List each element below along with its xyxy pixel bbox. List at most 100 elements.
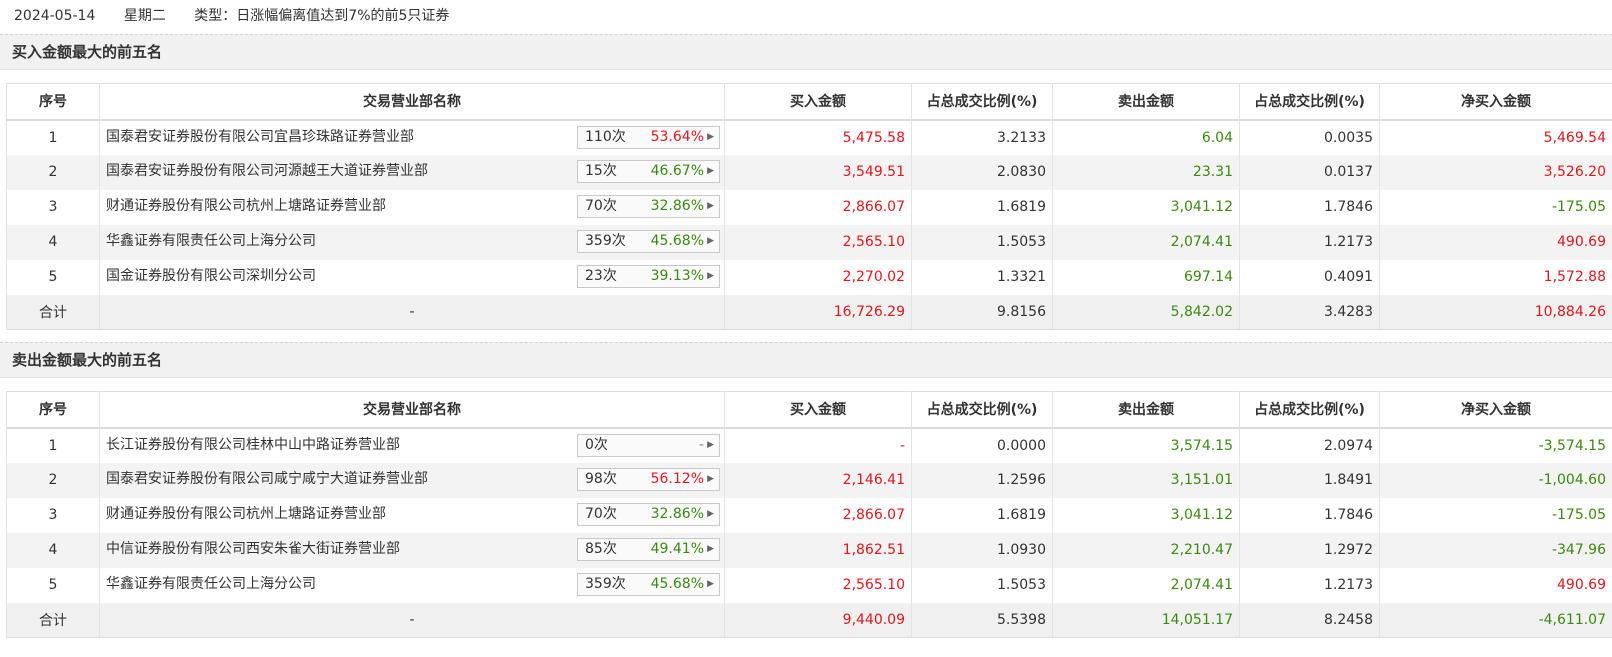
broker-cell: 华鑫证券有限责任公司上海分公司 359次 45.68% ▶ bbox=[99, 567, 725, 603]
row-index: 3 bbox=[6, 189, 100, 225]
row-index: 1 bbox=[6, 427, 100, 463]
table-row: 1 长江证券股份有限公司桂林中山中路证券营业部 0次 - ▶ -0.0000 3,574.1… bbox=[6, 427, 1612, 463]
broker-cell: 国泰君安证券股份有限公司宜昌珍珠路证券营业部 110次 53.64% ▶ bbox=[99, 119, 725, 155]
table-row: 4 华鑫证券有限责任公司上海分公司 359次 45.68% ▶ 2,565.10 1.505… bbox=[6, 224, 1612, 260]
broker-name-link[interactable]: 财通证券股份有限公司杭州上塘路证券营业部 bbox=[106, 197, 386, 214]
net-amount: -175.05 bbox=[1379, 189, 1612, 225]
broker-name-link[interactable]: 国泰君安证券股份有限公司咸宁咸宁大道证券营业部 bbox=[106, 470, 428, 487]
buy-ratio: 1.6819 bbox=[911, 497, 1053, 533]
broker-stats-badge[interactable]: 110次 53.64% ▶ bbox=[577, 125, 720, 149]
broker-stats-badge[interactable]: 359次 45.68% ▶ bbox=[577, 572, 720, 596]
table-row: 5 华鑫证券有限责任公司上海分公司 359次 45.68% ▶ 2,565.10 1.505… bbox=[6, 567, 1612, 603]
buy-amount: 2,565.10 bbox=[724, 567, 912, 603]
caret-right-icon: ▶ bbox=[707, 473, 714, 484]
win-rate: 39.13% bbox=[650, 267, 704, 284]
buy-amount: 2,270.02 bbox=[724, 259, 912, 295]
broker-cell: 国金证券股份有限公司深圳分公司 23次 39.13% ▶ bbox=[99, 259, 725, 295]
win-rate: 53.64% bbox=[650, 128, 704, 145]
buy-ratio: 1.5053 bbox=[911, 224, 1053, 260]
total-buy-amount: 9,440.09 bbox=[724, 602, 912, 638]
sell-amount: 2,074.41 bbox=[1052, 567, 1240, 603]
buy-ratio: 1.3321 bbox=[911, 259, 1053, 295]
broker-name-link[interactable]: 国金证券股份有限公司深圳分公司 bbox=[106, 267, 316, 284]
broker-name-link[interactable]: 中信证券股份有限公司西安朱雀大街证券营业部 bbox=[106, 540, 400, 557]
trade-count: 15次 bbox=[585, 162, 617, 179]
trade-count: 359次 bbox=[585, 575, 626, 592]
column-header: 占总成交比例(%) bbox=[1239, 83, 1380, 120]
buy-top5-table: 序号 交易营业部名称 买入金额 占总成交比例(%) 卖出金额 占总成交比例(%) 净买入金额… bbox=[6, 83, 1612, 330]
buy-amount: 5,475.58 bbox=[724, 119, 912, 155]
broker-name-link[interactable]: 华鑫证券有限责任公司上海分公司 bbox=[106, 232, 316, 249]
table-row: 4 中信证券股份有限公司西安朱雀大街证券营业部 85次 49.41% ▶ 1,862.51… bbox=[6, 532, 1612, 568]
broker-stats-badge[interactable]: 359次 45.68% ▶ bbox=[577, 229, 720, 253]
broker-stats-badge[interactable]: 23次 39.13% ▶ bbox=[577, 264, 720, 288]
table-row: 5 国金证券股份有限公司深圳分公司 23次 39.13% ▶ 2,270.02 1.3321… bbox=[6, 259, 1612, 295]
buy-ratio: 3.2133 bbox=[911, 119, 1053, 155]
table-header-row: 序号 交易营业部名称 买入金额 占总成交比例(%) 卖出金额 占总成交比例(%) 净买入金额 bbox=[6, 391, 1612, 428]
broker-stats-badge[interactable]: 15次 46.67% ▶ bbox=[577, 159, 720, 183]
broker-cell: 华鑫证券有限责任公司上海分公司 359次 45.68% ▶ bbox=[99, 224, 725, 260]
net-amount: 1,572.88 bbox=[1379, 259, 1612, 295]
sell-ratio: 1.7846 bbox=[1239, 189, 1380, 225]
sell-ratio: 1.8491 bbox=[1239, 462, 1380, 498]
trade-count: 70次 bbox=[585, 505, 617, 522]
column-header: 卖出金额 bbox=[1052, 83, 1240, 120]
table-row: 2 国泰君安证券股份有限公司咸宁咸宁大道证券营业部 98次 56.12% ▶ 2,146.… bbox=[6, 462, 1612, 498]
sell-ratio: 2.0974 bbox=[1239, 427, 1380, 463]
column-header: 占总成交比例(%) bbox=[911, 391, 1053, 428]
broker-stats-badge[interactable]: 70次 32.86% ▶ bbox=[577, 194, 720, 218]
row-index: 4 bbox=[6, 224, 100, 260]
broker-cell: 长江证券股份有限公司桂林中山中路证券营业部 0次 - ▶ bbox=[99, 427, 725, 463]
total-row: 合计 -16,726.29 9.8156 5,842.02 3.4283 10,884.2… bbox=[6, 294, 1612, 330]
table-header-row: 序号 交易营业部名称 买入金额 占总成交比例(%) 卖出金额 占总成交比例(%) 净买入金额 bbox=[6, 83, 1612, 120]
trade-count: 359次 bbox=[585, 232, 626, 249]
win-rate: 45.68% bbox=[650, 232, 704, 249]
broker-stats-badge[interactable]: 0次 - ▶ bbox=[577, 433, 720, 457]
broker-cell: 国泰君安证券股份有限公司咸宁咸宁大道证券营业部 98次 56.12% ▶ bbox=[99, 462, 725, 498]
broker-name-link[interactable]: 国泰君安证券股份有限公司河源越王大道证券营业部 bbox=[106, 162, 428, 179]
row-index: 5 bbox=[6, 259, 100, 295]
broker-name-link[interactable]: 财通证券股份有限公司杭州上塘路证券营业部 bbox=[106, 505, 386, 522]
broker-cell: 国泰君安证券股份有限公司河源越王大道证券营业部 15次 46.67% ▶ bbox=[99, 154, 725, 190]
trade-count: 0次 bbox=[585, 436, 608, 453]
sell-amount: 2,074.41 bbox=[1052, 224, 1240, 260]
caret-right-icon: ▶ bbox=[707, 165, 714, 176]
caret-right-icon: ▶ bbox=[707, 508, 714, 519]
sell-ratio: 1.7846 bbox=[1239, 497, 1380, 533]
win-rate: 45.68% bbox=[650, 575, 704, 592]
broker-cell: 财通证券股份有限公司杭州上塘路证券营业部 70次 32.86% ▶ bbox=[99, 497, 725, 533]
sell-ratio: 1.2972 bbox=[1239, 532, 1380, 568]
win-rate: 32.86% bbox=[650, 197, 704, 214]
buy-section-header: 买入金额最大的前五名 bbox=[0, 34, 1612, 70]
sell-amount: 3,151.01 bbox=[1052, 462, 1240, 498]
broker-name-link[interactable]: 华鑫证券有限责任公司上海分公司 bbox=[106, 575, 316, 592]
broker-stats-badge[interactable]: 85次 49.41% ▶ bbox=[577, 537, 720, 561]
broker-stats-badge[interactable]: 98次 56.12% ▶ bbox=[577, 467, 720, 491]
caret-right-icon: ▶ bbox=[707, 235, 714, 246]
table-row: 2 国泰君安证券股份有限公司河源越王大道证券营业部 15次 46.67% ▶ 3,549.… bbox=[6, 154, 1612, 190]
broker-name-link[interactable]: 长江证券股份有限公司桂林中山中路证券营业部 bbox=[106, 436, 400, 453]
type-text: 类型：日涨幅偏离值达到7%的前5只证券 bbox=[194, 8, 450, 24]
buy-amount: - bbox=[724, 427, 912, 463]
win-rate: 56.12% bbox=[650, 470, 704, 487]
buy-ratio: 1.0930 bbox=[911, 532, 1053, 568]
sell-ratio: 0.0137 bbox=[1239, 154, 1380, 190]
table-row: 3 财通证券股份有限公司杭州上塘路证券营业部 70次 32.86% ▶ 2,866.07 1… bbox=[6, 497, 1612, 533]
column-header: 净买入金额 bbox=[1379, 391, 1612, 428]
broker-cell: 中信证券股份有限公司西安朱雀大街证券营业部 85次 49.41% ▶ bbox=[99, 532, 725, 568]
column-header: 序号 bbox=[6, 83, 100, 120]
net-amount: -347.96 bbox=[1379, 532, 1612, 568]
sell-amount: 6.04 bbox=[1052, 119, 1240, 155]
column-header: 卖出金额 bbox=[1052, 391, 1240, 428]
win-rate: - bbox=[698, 436, 704, 453]
total-buy-ratio: 5.5398 bbox=[911, 602, 1053, 638]
broker-stats-badge[interactable]: 70次 32.86% ▶ bbox=[577, 502, 720, 526]
total-sell-ratio: 3.4283 bbox=[1239, 294, 1380, 330]
broker-name-link[interactable]: 国泰君安证券股份有限公司宜昌珍珠路证券营业部 bbox=[106, 128, 414, 145]
total-row: 合计 -9,440.09 5.5398 14,051.17 8.2458 -4,611.0… bbox=[6, 602, 1612, 638]
trade-count: 23次 bbox=[585, 267, 617, 284]
sell-section-header: 卖出金额最大的前五名 bbox=[0, 342, 1612, 378]
net-amount: -1,004.60 bbox=[1379, 462, 1612, 498]
buy-ratio: 0.0000 bbox=[911, 427, 1053, 463]
total-name: - bbox=[99, 294, 725, 330]
